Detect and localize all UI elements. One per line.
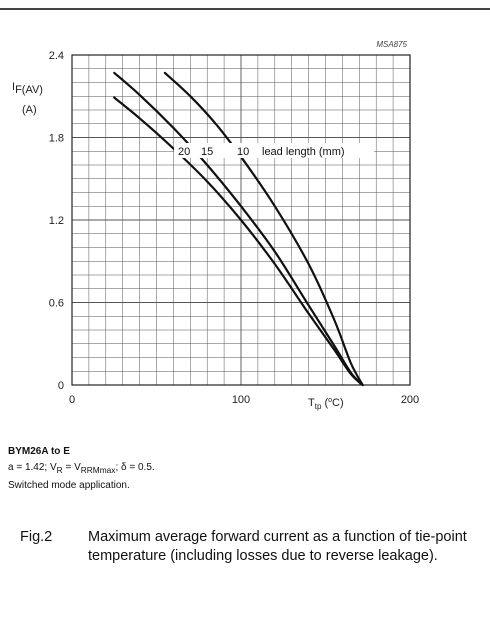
chart-notes: BYM26A to E a = 1.42; VR = VRRMmax; δ = … xyxy=(8,444,478,494)
x-tick-label: 100 xyxy=(232,394,250,406)
forward-current-chart: MSA875 00.61.21.82.4 0 100 200 IF(AV) (A) … xyxy=(12,40,419,411)
application-line: Switched mode application. xyxy=(8,480,130,491)
x-tick-label: 200 xyxy=(401,394,419,406)
series-line-10 xyxy=(163,71,364,387)
y-axis-label: IF(AV) xyxy=(12,81,43,96)
series-curves xyxy=(113,71,364,387)
x-tick-labels: 0 100 200 xyxy=(69,394,419,406)
y-axis-unit: (A) xyxy=(22,104,37,116)
series-label-20: 20 xyxy=(178,146,190,158)
figure-caption: Fig.2 Maximum average forward current as… xyxy=(20,528,480,566)
y-tick-label: 2.4 xyxy=(49,50,64,62)
series-label-10: 10 xyxy=(237,146,249,158)
y-tick-label: 0.6 xyxy=(49,298,64,310)
conditions-line: a = 1.42; VR = VRRMmax; δ = 0.5. xyxy=(8,462,155,475)
y-tick-label: 1.8 xyxy=(49,133,64,145)
y-tick-label: 1.2 xyxy=(49,215,64,227)
series-line-15 xyxy=(113,71,364,387)
top-rule xyxy=(0,0,490,10)
figure-label: Fig.2 xyxy=(20,529,53,545)
series-line-20 xyxy=(113,96,364,387)
x-tick-label: 0 xyxy=(69,394,75,406)
chart-code: MSA875 xyxy=(376,40,407,49)
y-tick-labels: 0 0.6 1.2 1.8 2.4 xyxy=(49,50,64,392)
series-annotation: 20 15 10 lead length (mm) xyxy=(174,143,374,158)
y-tick-label: 0 xyxy=(58,380,64,392)
figure-caption-text: Maximum average forward current as a fun… xyxy=(88,529,467,564)
x-axis-label: Ttp (oC) xyxy=(308,397,344,411)
plot-frame xyxy=(71,54,411,386)
annotation-background xyxy=(174,143,374,158)
product-name: BYM26A to E xyxy=(8,446,70,457)
annotation-text: lead length (mm) xyxy=(262,146,345,158)
series-label-15: 15 xyxy=(201,146,213,158)
grid xyxy=(72,55,410,385)
